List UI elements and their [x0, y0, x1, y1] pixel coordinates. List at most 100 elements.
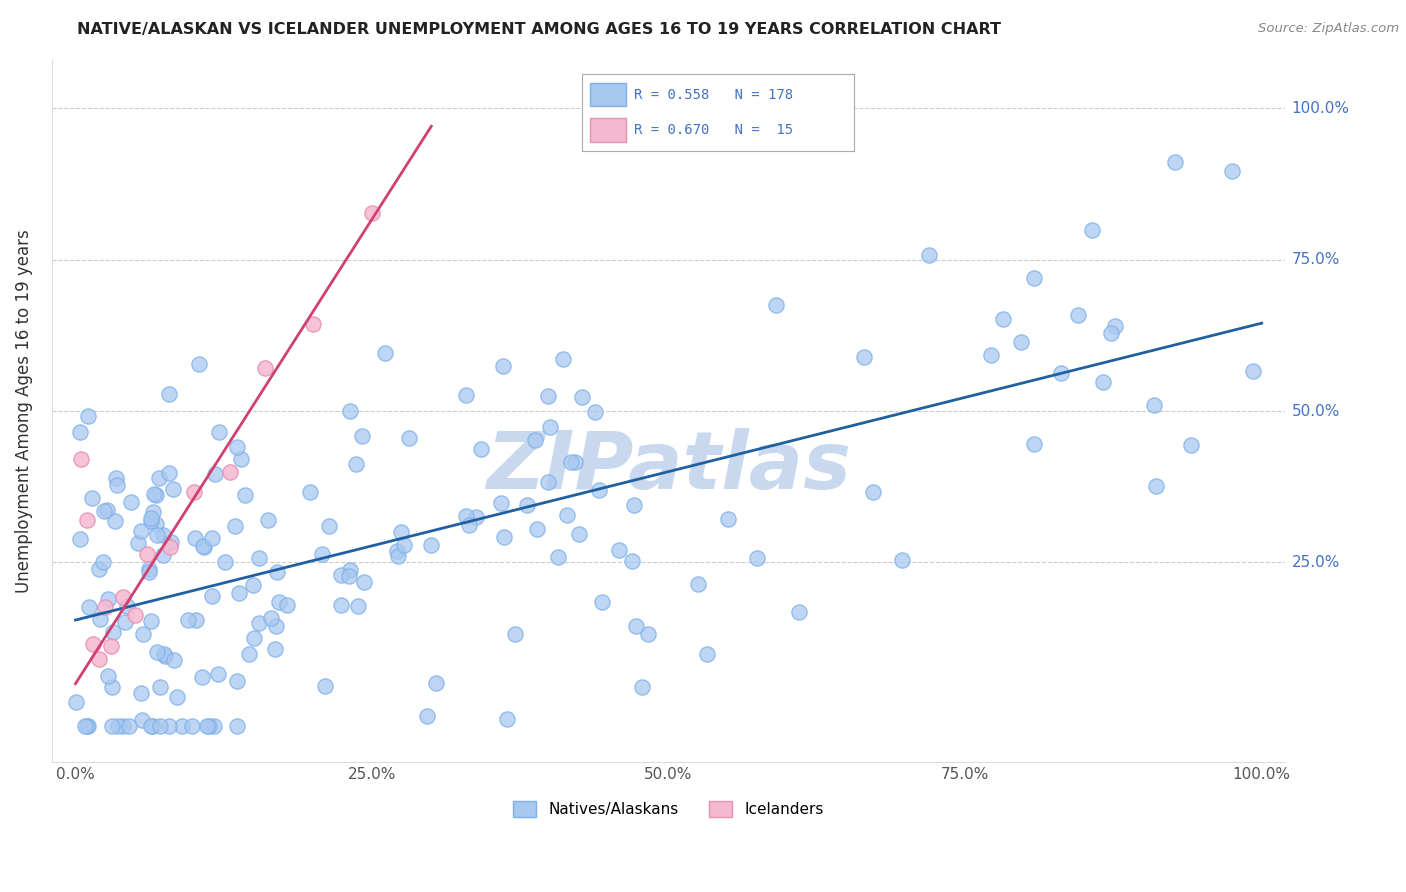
Point: [496, 712, 519, 726]
Point: [127, 536, 149, 550]
Point: [385, 544, 408, 558]
Point: [207, 425, 229, 440]
Point: [609, 542, 631, 557]
Point: [247, 551, 270, 566]
Point: [1022, 271, 1045, 285]
Point: [551, 352, 574, 367]
Point: [339, 404, 361, 418]
Point: [183, 484, 205, 499]
Point: [524, 434, 547, 448]
Point: [254, 361, 277, 376]
Text: 50.0%: 50.0%: [1292, 403, 1340, 418]
Point: [993, 312, 1015, 326]
Point: [80, 491, 103, 505]
Point: [696, 648, 718, 662]
Point: [456, 508, 478, 523]
Point: [152, 527, 174, 541]
Point: [89, 562, 111, 576]
Point: [65, 695, 87, 709]
Point: [456, 387, 478, 401]
Point: [225, 440, 247, 454]
Text: 25.0%: 25.0%: [1292, 555, 1340, 570]
Point: [190, 669, 212, 683]
Point: [157, 387, 180, 401]
Point: [686, 577, 709, 591]
Point: [238, 647, 260, 661]
Point: [226, 673, 249, 688]
Point: [100, 719, 122, 733]
Point: [571, 390, 593, 404]
Point: [69, 532, 91, 546]
Point: [77, 719, 100, 733]
Point: [853, 350, 876, 364]
Point: [162, 482, 184, 496]
Point: [152, 548, 174, 562]
Point: [204, 467, 226, 482]
Point: [374, 345, 396, 359]
Legend: Natives/Alaskans, Icelanders: Natives/Alaskans, Icelanders: [506, 794, 831, 825]
Point: [172, 719, 194, 733]
Point: [145, 488, 167, 502]
Point: [515, 498, 537, 512]
Point: [177, 613, 200, 627]
Point: [146, 645, 169, 659]
Point: [1091, 375, 1114, 389]
Point: [76, 513, 98, 527]
Y-axis label: Unemployment Among Ages 16 to 19 years: Unemployment Among Ages 16 to 19 years: [15, 229, 32, 593]
Text: Source: ZipAtlas.com: Source: ZipAtlas.com: [1258, 22, 1399, 36]
Point: [149, 681, 172, 695]
Text: 100.0%: 100.0%: [1292, 101, 1350, 116]
Point: [145, 516, 167, 531]
Point: [1067, 308, 1090, 322]
Point: [157, 466, 180, 480]
Point: [231, 452, 253, 467]
Point: [457, 518, 479, 533]
Point: [112, 719, 135, 733]
Point: [1081, 223, 1104, 237]
Point: [352, 429, 374, 443]
Point: [917, 247, 939, 261]
Point: [242, 631, 264, 645]
Point: [314, 679, 336, 693]
Point: [89, 612, 111, 626]
Point: [193, 540, 215, 554]
Point: [153, 647, 176, 661]
Point: [138, 565, 160, 579]
Text: NATIVE/ALASKAN VS ICELANDER UNEMPLOYMENT AMONG AGES 16 TO 19 YEARS CORRELATION C: NATIVE/ALASKAN VS ICELANDER UNEMPLOYMENT…: [77, 22, 1001, 37]
Point: [188, 357, 211, 371]
Point: [330, 567, 353, 582]
Point: [160, 535, 183, 549]
Point: [143, 487, 166, 501]
Point: [159, 540, 181, 554]
Point: [138, 562, 160, 576]
Point: [260, 610, 283, 624]
Point: [1104, 319, 1126, 334]
Point: [257, 513, 280, 527]
Point: [195, 719, 218, 733]
Point: [1163, 154, 1185, 169]
Point: [201, 589, 224, 603]
Point: [564, 455, 586, 469]
Point: [226, 719, 249, 733]
Point: [890, 552, 912, 566]
Point: [145, 528, 167, 542]
Point: [214, 555, 236, 569]
Point: [96, 502, 118, 516]
Point: [103, 624, 125, 639]
Point: [494, 530, 516, 544]
Point: [105, 471, 128, 485]
Point: [787, 605, 810, 619]
Point: [318, 518, 340, 533]
Point: [242, 578, 264, 592]
Point: [76, 719, 98, 733]
Point: [97, 669, 120, 683]
Point: [105, 478, 128, 492]
Point: [337, 568, 360, 582]
Point: [135, 547, 157, 561]
Point: [311, 547, 333, 561]
Point: [75, 719, 97, 733]
Point: [264, 619, 287, 633]
Point: [765, 298, 787, 312]
Point: [69, 425, 91, 439]
Point: [139, 719, 162, 733]
